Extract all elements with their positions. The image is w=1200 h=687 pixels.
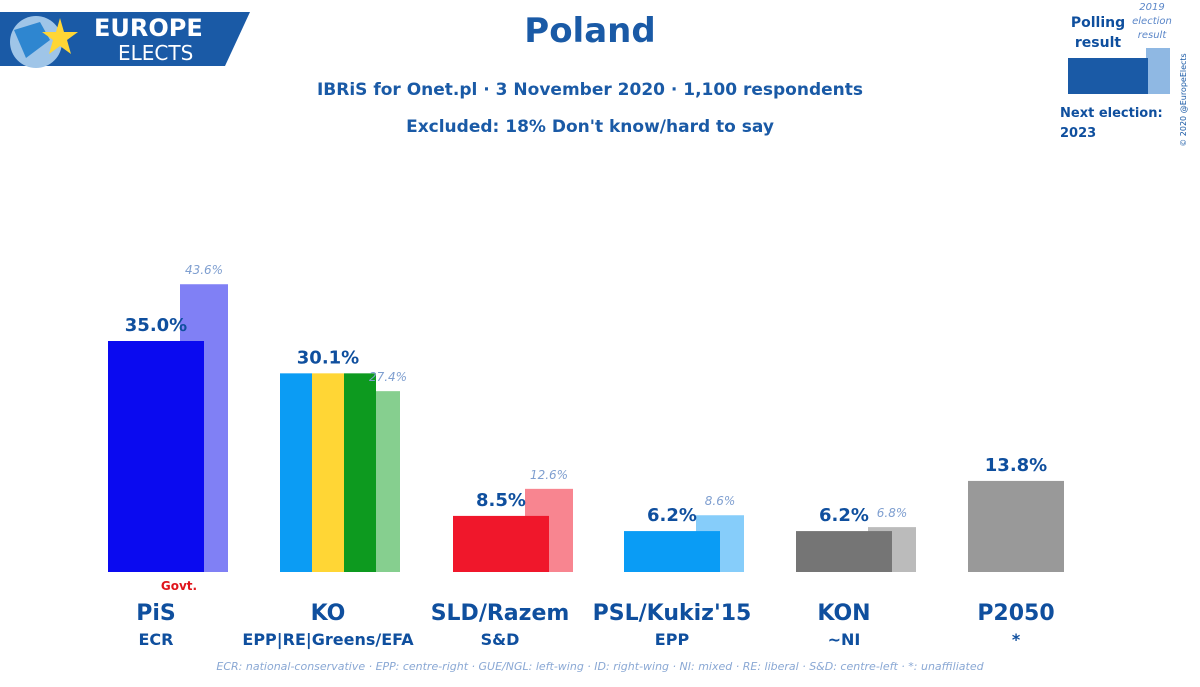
party-group-psl: EPP	[655, 630, 690, 649]
value-label-kon: 6.2%	[819, 505, 869, 526]
current-bar-pis	[108, 341, 204, 572]
current-bar-psl	[624, 531, 720, 572]
legend-polling-swatch	[1068, 58, 1148, 94]
prev-bar-ko	[376, 391, 400, 572]
logo-globe-shape	[14, 22, 50, 58]
party-name-sld: SLD/Razem	[431, 601, 570, 626]
party-name-psl: PSL/Kukiz'15	[593, 601, 752, 626]
govt-annotation: Govt.	[161, 579, 197, 593]
prev-label-ko: 27.4%	[369, 370, 407, 384]
prev-label-psl: 8.6%	[705, 494, 736, 508]
current-bar-ko-3	[344, 373, 376, 572]
current-bar-kon	[796, 531, 892, 572]
prev-label-kon: 6.8%	[877, 506, 908, 520]
party-name-ko: KO	[311, 601, 346, 626]
legend-election-line1: 2019	[1139, 2, 1164, 13]
legend-election-swatch	[1146, 48, 1170, 94]
prev-label-sld: 12.6%	[530, 468, 568, 482]
value-label-sld: 8.5%	[476, 490, 526, 511]
europe-elects-logo: EUROPE ELECTS	[0, 12, 250, 68]
logo-line1: EUROPE	[94, 14, 203, 42]
legend-polling-line1: Polling	[1071, 15, 1125, 31]
party-group-p2050: *	[1012, 630, 1021, 649]
party-group-kon: ~NI	[828, 630, 861, 649]
prev-label-pis: 43.6%	[185, 263, 223, 277]
legend: Polling result 2019 election result Next…	[1060, 2, 1188, 147]
party-name-pis: PiS	[136, 601, 176, 626]
value-label-pis: 35.0%	[125, 315, 187, 336]
footer-legend: ECR: national-conservative · EPP: centre…	[216, 660, 984, 673]
current-bar-ko-1	[280, 373, 312, 572]
value-label-p2050: 13.8%	[985, 455, 1047, 476]
legend-polling-line2: result	[1075, 35, 1121, 51]
page-title: Poland	[524, 11, 655, 51]
poll-subtitle: IBRiS for Onet.pl · 3 November 2020 · 1,…	[317, 80, 863, 100]
copyright-note: © 2020 @EuropeElects	[1179, 53, 1188, 146]
legend-election-line2: election	[1132, 16, 1172, 27]
legend-election-line3: result	[1138, 30, 1168, 41]
party-group-sld: S&D	[481, 630, 520, 649]
current-bar-sld	[453, 515, 549, 572]
party-name-p2050: P2050	[977, 601, 1054, 626]
value-label-psl: 6.2%	[647, 505, 697, 526]
party-group-ko: EPP|RE|Greens/EFA	[242, 630, 414, 650]
logo-banner	[0, 12, 250, 66]
legend-next-election-label: Next election:	[1060, 106, 1163, 121]
bars-group	[108, 284, 1064, 572]
logo-line2: ELECTS	[118, 41, 193, 65]
legend-next-election-year: 2023	[1060, 126, 1096, 141]
current-bar-p2050	[968, 480, 1064, 572]
excluded-note: Excluded: 18% Don't know/hard to say	[406, 117, 774, 137]
value-label-ko: 30.1%	[297, 347, 359, 368]
current-bar-ko-2	[312, 373, 344, 572]
party-name-kon: KON	[817, 601, 870, 626]
party-group-pis: ECR	[139, 630, 174, 649]
logo-star-icon	[42, 18, 78, 54]
